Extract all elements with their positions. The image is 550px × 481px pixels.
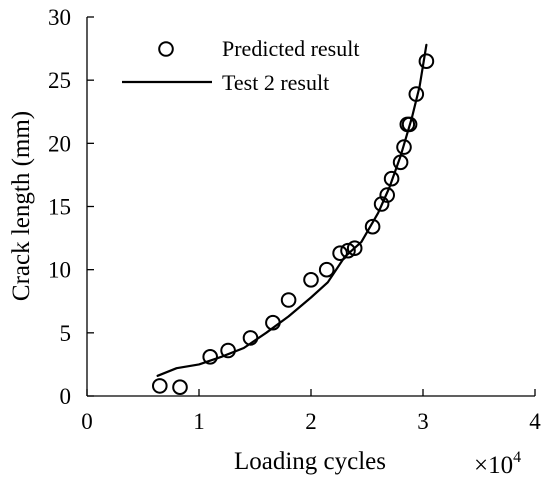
predicted-result-point bbox=[408, 86, 425, 102]
legend: Predicted result Test 2 result bbox=[122, 36, 359, 95]
x-tick-label: 4 bbox=[529, 409, 541, 434]
predicted-result-point bbox=[340, 242, 356, 259]
predicted-result-point bbox=[220, 342, 236, 359]
x-tick-label: 0 bbox=[81, 409, 93, 434]
predicted-result-point bbox=[401, 116, 418, 133]
predicted-result-point bbox=[202, 349, 218, 365]
predicted-result-point bbox=[346, 240, 363, 256]
series-predicted-result bbox=[152, 53, 435, 396]
predicted-result-point bbox=[242, 330, 259, 346]
predicted-result-point bbox=[383, 170, 400, 187]
y-tick-label: 20 bbox=[48, 131, 71, 156]
predicted-result-point bbox=[318, 261, 335, 278]
predicted-result-point bbox=[379, 187, 396, 203]
x-tick-label: 2 bbox=[305, 409, 317, 434]
legend-label-test-2-result: Test 2 result bbox=[222, 70, 329, 95]
legend-label-predicted-result: Predicted result bbox=[222, 36, 359, 61]
predicted-result-point bbox=[303, 272, 319, 288]
predicted-result-point bbox=[332, 245, 348, 261]
x-axis-exponent: ×104 bbox=[474, 449, 521, 479]
y-tick-label: 25 bbox=[48, 68, 71, 93]
x-axis-label: Loading cycles bbox=[234, 448, 386, 475]
y-tick-label: 30 bbox=[48, 5, 71, 30]
x-tick-label: 1 bbox=[193, 409, 205, 434]
y-tick-label: 15 bbox=[48, 195, 71, 220]
predicted-result-point bbox=[152, 378, 168, 394]
series-test-2-result bbox=[156, 43, 428, 377]
legend-marker-predicted-result bbox=[158, 41, 174, 57]
y-axis-label: Crack length (mm) bbox=[8, 111, 35, 301]
predicted-result-point bbox=[418, 53, 435, 70]
predicted-result-point bbox=[172, 379, 188, 396]
y-tick-label: 5 bbox=[60, 321, 72, 346]
predicted-result-point bbox=[364, 218, 381, 235]
x-axis-exponent-base: ×10 bbox=[474, 452, 513, 479]
y-axis-ticks: 0 5 10 15 20 25 30 bbox=[48, 5, 94, 409]
test-2-result-line bbox=[156, 43, 428, 377]
predicted-result-point bbox=[396, 139, 412, 155]
x-axis-exponent-power: 4 bbox=[513, 449, 521, 466]
x-axis-ticks: 0 1 2 3 4 bbox=[81, 389, 541, 434]
predicted-result-point bbox=[392, 154, 409, 171]
y-tick-label: 0 bbox=[60, 384, 72, 409]
x-tick-label: 3 bbox=[417, 409, 429, 434]
predicted-result-point bbox=[265, 314, 281, 331]
predicted-result-point bbox=[280, 292, 297, 308]
y-tick-label: 10 bbox=[48, 258, 71, 283]
